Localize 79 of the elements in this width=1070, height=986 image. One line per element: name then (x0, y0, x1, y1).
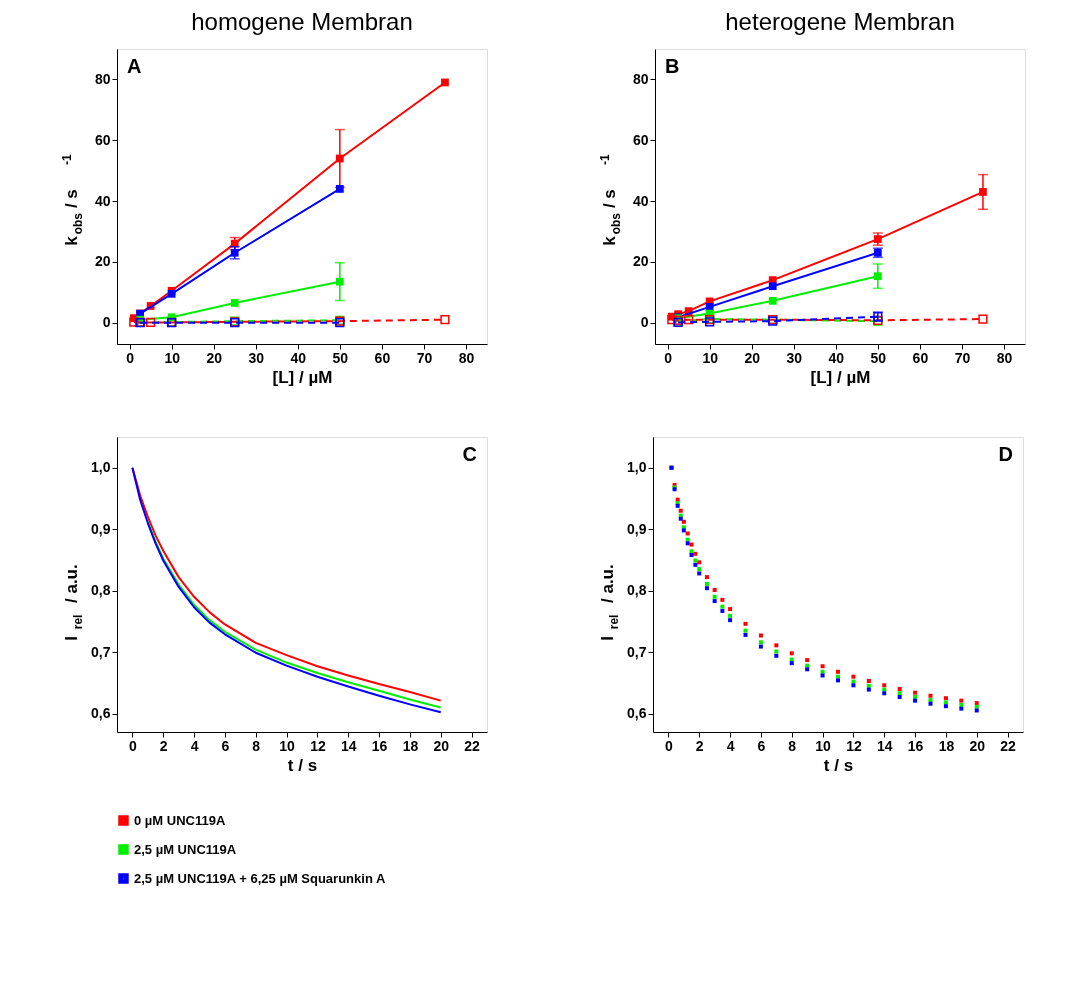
x-tick-label: 22 (1000, 737, 1017, 754)
x-tick-label: 12 (846, 737, 862, 754)
x-tick-label: 20 (744, 349, 761, 366)
legend-label: 0 µM UNC119A (134, 812, 226, 828)
x-axis-title: t / s (823, 755, 854, 775)
x-tick-label: 14 (340, 737, 357, 754)
x-tick-label: 18 (938, 737, 955, 754)
x-tick-label: 40 (828, 349, 845, 366)
legend-label: 2,5 µM UNC119A + 6,25 µM Squarunkin A (134, 870, 386, 886)
x-tick-label: 80 (458, 349, 475, 366)
x-axis-title: t / s (287, 755, 318, 775)
y-tick-label: 0,8 (627, 582, 647, 599)
x-tick-label: 20 (206, 349, 223, 366)
x-tick-label: 10 (164, 349, 181, 366)
x-tick-label: 12 (310, 737, 326, 754)
y-tick-label: 0,9 (627, 520, 647, 537)
x-tick-label: 6 (221, 737, 230, 754)
x-tick-label: 40 (290, 349, 307, 366)
x-tick-label: 2 (695, 737, 704, 754)
x-tick-label: 14 (876, 737, 893, 754)
annotation: C (462, 443, 477, 465)
x-tick-label: 0 (665, 737, 674, 754)
y-tick-label: 1,0 (627, 459, 647, 476)
x-tick-label: 4 (190, 737, 199, 754)
x-tick-label: 8 (788, 737, 797, 754)
x-tick-label: 0 (664, 349, 673, 366)
y-tick-label: 80 (94, 70, 111, 87)
x-tick-label: 10 (279, 737, 296, 754)
x-tick-label: 0 (129, 737, 138, 754)
y-axis-title: Irel / a.u. (62, 564, 85, 641)
x-tick-label: 70 (416, 349, 433, 366)
y-tick-label: 40 (94, 192, 111, 209)
x-tick-label: 10 (702, 349, 719, 366)
y-tick-label: 0,6 (91, 705, 111, 722)
x-tick-label: 2 (159, 737, 168, 754)
x-tick-label: 30 (248, 349, 265, 366)
annotation: A (127, 55, 142, 77)
x-tick-label: 16 (907, 737, 924, 754)
y-tick-label: 60 (632, 131, 649, 148)
x-tick-label: 50 (870, 349, 887, 366)
x-tick-label: 60 (374, 349, 391, 366)
annotation: D (998, 443, 1013, 465)
x-tick-label: 4 (726, 737, 735, 754)
annotation: B (665, 55, 680, 77)
y-tick-label: 20 (94, 253, 111, 270)
x-tick-label: 10 (815, 737, 832, 754)
y-tick-label: 60 (94, 131, 111, 148)
x-axis-title: [L] / µM (810, 367, 871, 387)
x-tick-label: 20 (969, 737, 986, 754)
y-tick-label: 0,9 (91, 520, 111, 537)
x-tick-label: 70 (954, 349, 971, 366)
y-tick-label: 0,8 (91, 582, 111, 599)
y-tick-label: 0,6 (627, 705, 647, 722)
y-axis-title: Irel / a.u. (598, 564, 621, 641)
y-tick-label: 0,7 (91, 643, 111, 660)
x-tick-label: 8 (252, 737, 261, 754)
y-tick-label: 0 (102, 314, 111, 331)
y-tick-label: 80 (632, 70, 649, 87)
text: kobs / s-1 (60, 154, 85, 246)
legend-label: 2,5 µM UNC119A (134, 841, 237, 857)
x-tick-label: 20 (433, 737, 450, 754)
x-tick-label: 50 (332, 349, 349, 366)
chart-title: homogene Membran (191, 8, 413, 35)
x-tick-label: 18 (402, 737, 419, 754)
y-tick-label: 0,7 (627, 643, 647, 660)
x-tick-label: 0 (126, 349, 135, 366)
y-tick-label: 20 (632, 253, 649, 270)
x-tick-label: 60 (912, 349, 929, 366)
text: kobs / s-1 (598, 154, 623, 246)
y-tick-label: 1,0 (91, 459, 111, 476)
chart-title: heterogene Membran (725, 8, 955, 35)
y-tick-label: 0 (640, 314, 649, 331)
x-tick-label: 16 (371, 737, 388, 754)
x-tick-label: 22 (464, 737, 481, 754)
x-axis-title: [L] / µM (272, 367, 333, 387)
x-tick-label: 30 (786, 349, 803, 366)
y-tick-label: 40 (632, 192, 649, 209)
x-tick-label: 80 (996, 349, 1013, 366)
x-tick-label: 6 (757, 737, 766, 754)
